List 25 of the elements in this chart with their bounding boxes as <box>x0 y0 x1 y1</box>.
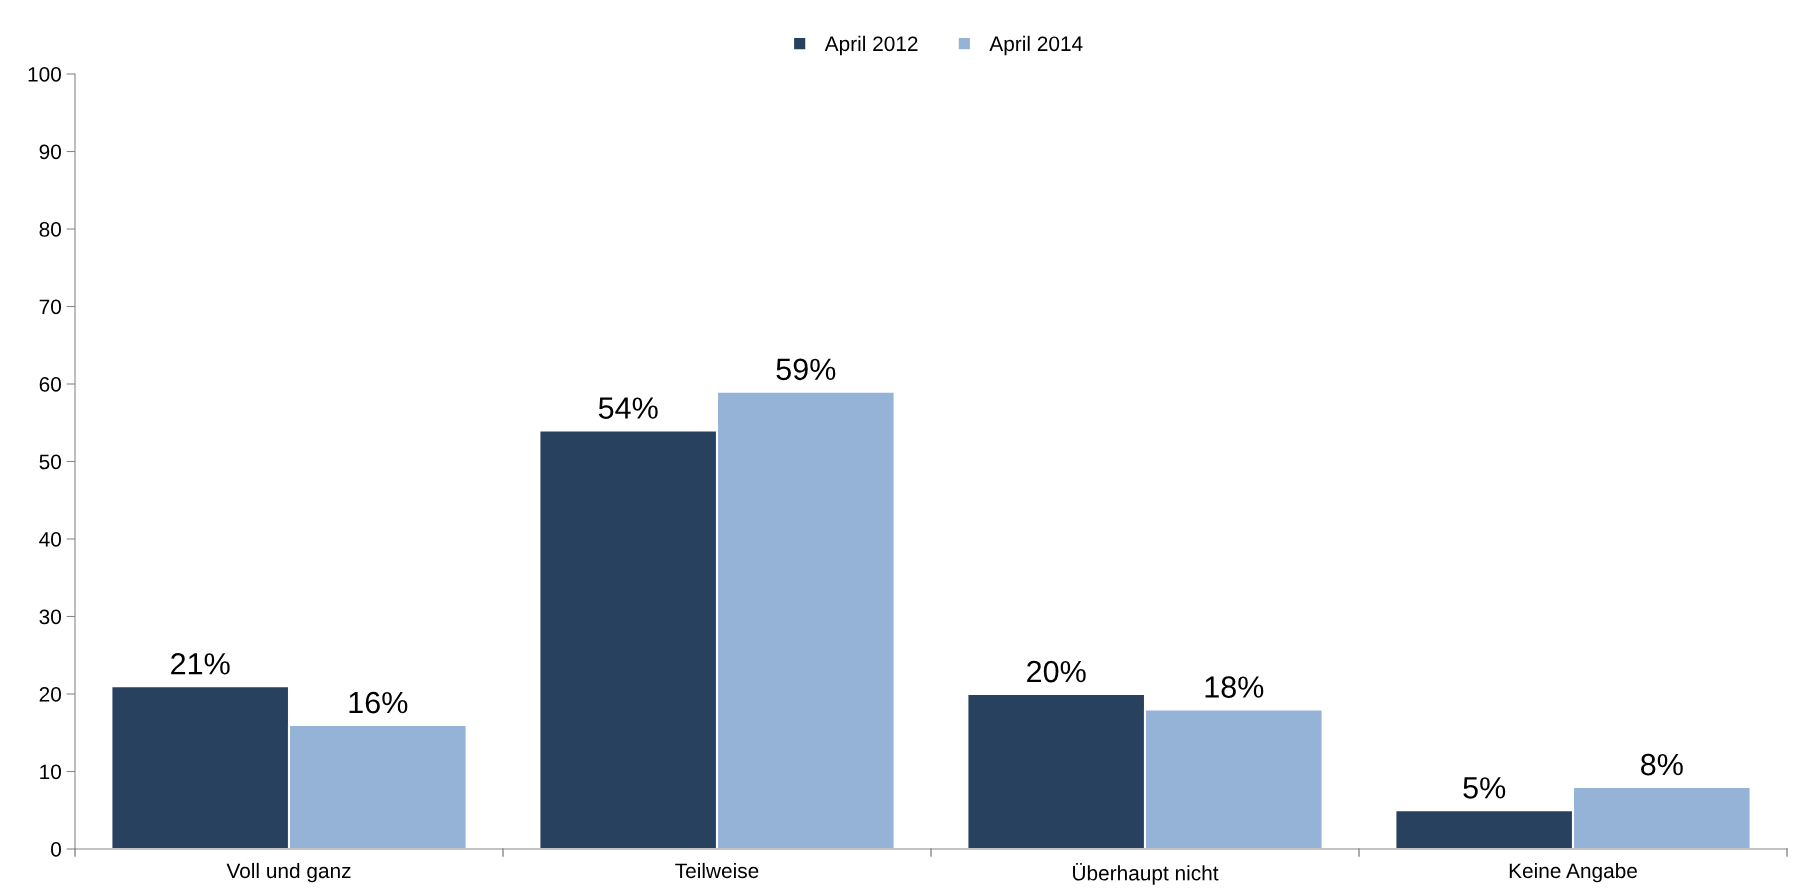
y-tick-label: 50 <box>39 454 61 470</box>
y-tick-label: 60 <box>39 377 61 392</box>
x-tick-label: Überhaupt nicht <box>1073 862 1219 885</box>
y-tick-label: 30 <box>39 609 61 625</box>
data-label: 20% <box>1027 660 1086 683</box>
legend-label: April 2012 <box>824 35 918 56</box>
x-tick-label: Keine Angabe <box>1509 862 1637 883</box>
legend-label: April 2014 <box>989 35 1083 56</box>
x-tick-label: Teilweise <box>675 862 759 879</box>
data-label: 59% <box>776 358 836 381</box>
y-tick-label: 0 <box>51 842 61 857</box>
data-label: 8% <box>1641 753 1683 776</box>
y-tick-label: 70 <box>39 299 61 315</box>
y-tick-label: 20 <box>39 687 61 702</box>
data-label: 5% <box>1463 777 1506 799</box>
y-tick-label: 100 <box>28 67 61 82</box>
y-tick-label: 90 <box>39 144 61 160</box>
data-label: 54% <box>598 397 658 419</box>
data-label: 21% <box>171 653 230 675</box>
x-tick-label: Voll und ganz <box>226 862 351 883</box>
data-label: 16% <box>349 691 408 714</box>
data-label: 18% <box>1205 676 1264 698</box>
y-tick-label: 80 <box>39 222 61 237</box>
y-tick-label: 10 <box>40 764 61 780</box>
y-tick-label: 40 <box>39 532 61 547</box>
